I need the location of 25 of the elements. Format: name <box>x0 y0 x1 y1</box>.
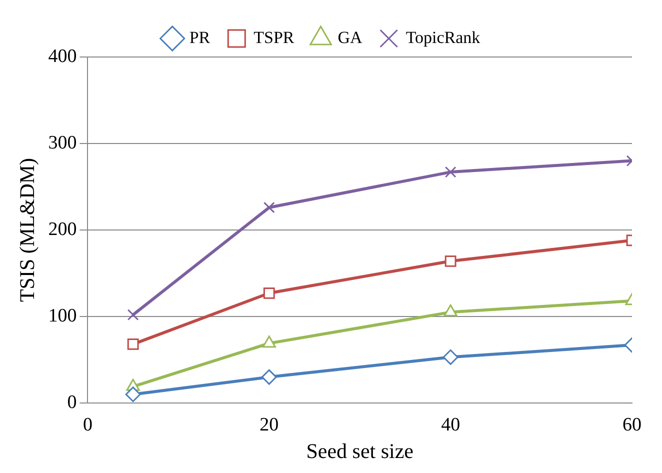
x-tick-label: 0 <box>82 414 92 436</box>
point <box>262 336 276 348</box>
legend-label: TopicRank <box>406 28 481 47</box>
legend-label: TSPR <box>254 28 295 47</box>
y-tick-label: 400 <box>48 46 77 67</box>
point <box>444 255 456 267</box>
legend-label: GA <box>338 28 364 47</box>
point <box>444 166 456 178</box>
y-tick-label: 200 <box>48 218 77 240</box>
point <box>127 338 139 350</box>
x-axis-title: Seed set size <box>306 438 414 463</box>
y-axis-title: TSIS (ML&DM) <box>15 158 40 302</box>
x-tick-label: 40 <box>441 414 460 436</box>
point <box>127 309 139 320</box>
point <box>261 369 277 385</box>
point <box>442 349 458 365</box>
point <box>263 287 275 299</box>
y-tick-label: 300 <box>48 132 77 154</box>
legend-label: PR <box>189 28 211 47</box>
point <box>125 386 141 402</box>
y-tick-label: 0 <box>67 392 77 413</box>
y-tick-label: 100 <box>48 305 77 326</box>
x-tick-label: 60 <box>622 414 642 436</box>
x-tick-label: 20 <box>260 414 279 436</box>
point <box>263 202 275 214</box>
